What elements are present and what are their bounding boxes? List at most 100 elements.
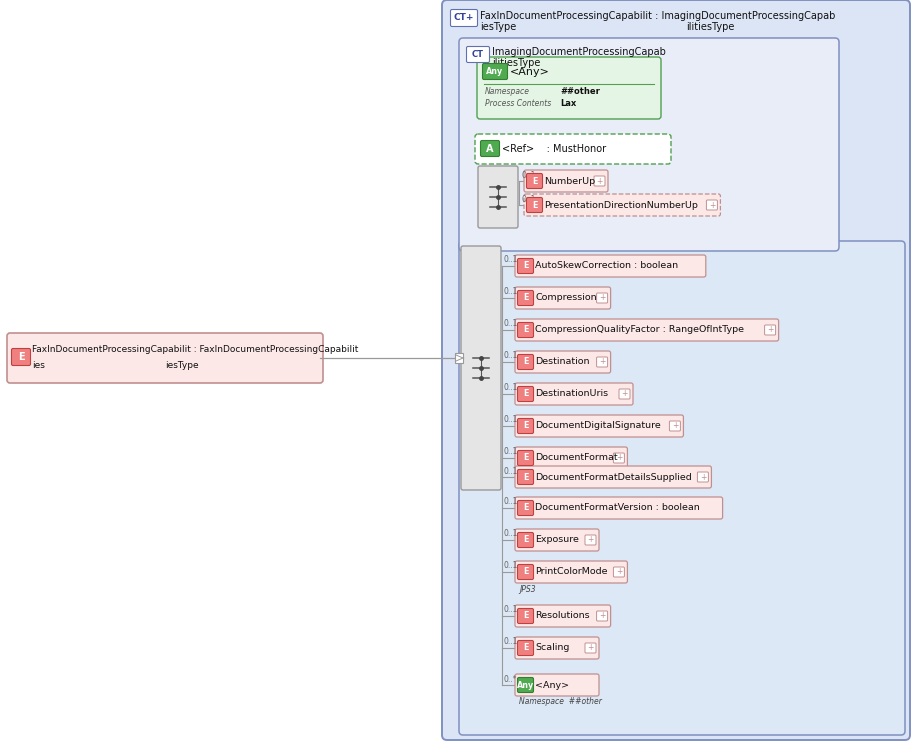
Text: 0..1: 0..1 [504, 287, 518, 297]
Text: 0..1: 0..1 [504, 416, 518, 424]
FancyBboxPatch shape [7, 333, 323, 383]
Text: ilitiesType: ilitiesType [492, 58, 540, 68]
Text: ies: ies [32, 361, 45, 370]
FancyBboxPatch shape [515, 351, 610, 373]
Text: E: E [523, 421, 528, 430]
Text: E: E [523, 611, 528, 620]
Text: 0..1: 0..1 [504, 467, 518, 476]
Text: +: + [588, 643, 594, 652]
FancyBboxPatch shape [613, 453, 624, 463]
Text: 0..1: 0..1 [504, 352, 518, 361]
FancyBboxPatch shape [585, 643, 596, 653]
FancyBboxPatch shape [527, 197, 542, 212]
Text: <Ref>    : MustHonor: <Ref> : MustHonor [502, 144, 606, 154]
Text: +: + [616, 453, 622, 462]
FancyBboxPatch shape [459, 241, 905, 735]
FancyBboxPatch shape [597, 293, 608, 303]
Text: 0..1: 0..1 [521, 194, 536, 203]
Text: FaxInDocumentProcessingCapabilit : ImagingDocumentProcessingCapab: FaxInDocumentProcessingCapabilit : Imagi… [480, 11, 835, 21]
Text: DocumentFormat: DocumentFormat [535, 453, 618, 462]
FancyBboxPatch shape [515, 319, 779, 341]
Text: Any: Any [486, 67, 504, 76]
Text: E: E [523, 536, 528, 545]
FancyBboxPatch shape [517, 355, 534, 370]
FancyBboxPatch shape [517, 565, 534, 580]
FancyBboxPatch shape [12, 349, 30, 366]
FancyBboxPatch shape [515, 637, 599, 659]
Text: 0..1: 0..1 [504, 530, 518, 539]
Text: E: E [17, 352, 25, 362]
Text: iesType: iesType [165, 361, 199, 370]
FancyBboxPatch shape [517, 501, 534, 516]
Text: Any: Any [517, 680, 534, 689]
FancyBboxPatch shape [515, 674, 599, 696]
Text: <Any>: <Any> [535, 680, 569, 689]
Text: DocumentFormatVersion : boolean: DocumentFormatVersion : boolean [535, 504, 700, 513]
Text: 0..1: 0..1 [504, 320, 518, 329]
Text: Namespace  ##other: Namespace ##other [519, 697, 602, 706]
Text: Lax: Lax [560, 99, 577, 108]
Text: Destination: Destination [535, 358, 589, 367]
Text: E: E [532, 177, 537, 186]
FancyBboxPatch shape [594, 176, 605, 186]
FancyBboxPatch shape [517, 608, 534, 623]
FancyBboxPatch shape [515, 497, 722, 519]
FancyBboxPatch shape [517, 640, 534, 655]
FancyBboxPatch shape [698, 472, 709, 482]
Text: E: E [523, 326, 528, 335]
Text: +: + [597, 177, 603, 186]
Text: +: + [588, 536, 594, 545]
FancyBboxPatch shape [475, 134, 671, 164]
Text: DestinationUris: DestinationUris [535, 390, 609, 398]
Text: CompressionQualityFactor : RangeOfIntType: CompressionQualityFactor : RangeOfIntTyp… [535, 326, 744, 335]
Text: Resolutions: Resolutions [535, 611, 589, 620]
FancyBboxPatch shape [619, 389, 630, 399]
FancyBboxPatch shape [515, 415, 683, 437]
Text: JPS3: JPS3 [519, 585, 536, 594]
FancyBboxPatch shape [515, 605, 610, 627]
FancyBboxPatch shape [459, 38, 839, 251]
FancyBboxPatch shape [515, 466, 711, 488]
FancyBboxPatch shape [517, 323, 534, 338]
Text: E: E [523, 390, 528, 398]
FancyBboxPatch shape [515, 383, 633, 405]
FancyBboxPatch shape [442, 0, 910, 740]
FancyBboxPatch shape [517, 470, 534, 485]
Text: PresentationDirectionNumberUp: PresentationDirectionNumberUp [544, 200, 698, 209]
Text: +: + [599, 358, 605, 367]
FancyBboxPatch shape [515, 447, 628, 469]
Text: +: + [616, 568, 622, 577]
Text: E: E [523, 261, 528, 271]
Text: Process Contents: Process Contents [485, 99, 551, 108]
Text: PrintColorMode: PrintColorMode [535, 568, 608, 577]
Text: A: A [486, 143, 494, 154]
Text: 0..1: 0..1 [504, 384, 518, 393]
Text: 0..1: 0..1 [504, 447, 518, 456]
Text: +: + [621, 390, 628, 398]
FancyBboxPatch shape [515, 255, 706, 277]
FancyBboxPatch shape [455, 353, 463, 363]
Text: 0..1: 0..1 [504, 497, 518, 507]
FancyBboxPatch shape [461, 246, 501, 490]
Text: iesType: iesType [480, 22, 517, 32]
FancyBboxPatch shape [477, 57, 661, 119]
FancyBboxPatch shape [517, 533, 534, 548]
FancyBboxPatch shape [515, 561, 628, 583]
Text: +: + [671, 421, 678, 430]
Text: 0..1: 0..1 [504, 637, 518, 646]
FancyBboxPatch shape [706, 200, 717, 210]
Text: Compression: Compression [535, 294, 597, 303]
FancyBboxPatch shape [478, 166, 518, 228]
Text: 0..1: 0..1 [504, 255, 518, 264]
Text: E: E [523, 294, 528, 303]
Text: 0..1: 0..1 [521, 171, 536, 180]
Text: <Any>: <Any> [510, 67, 550, 77]
Text: E: E [523, 473, 528, 482]
FancyBboxPatch shape [597, 357, 608, 367]
FancyBboxPatch shape [670, 421, 681, 431]
Text: Namespace: Namespace [485, 88, 530, 96]
Text: +: + [709, 200, 715, 209]
Text: E: E [532, 200, 537, 209]
Text: +: + [767, 326, 773, 335]
FancyBboxPatch shape [764, 325, 775, 335]
